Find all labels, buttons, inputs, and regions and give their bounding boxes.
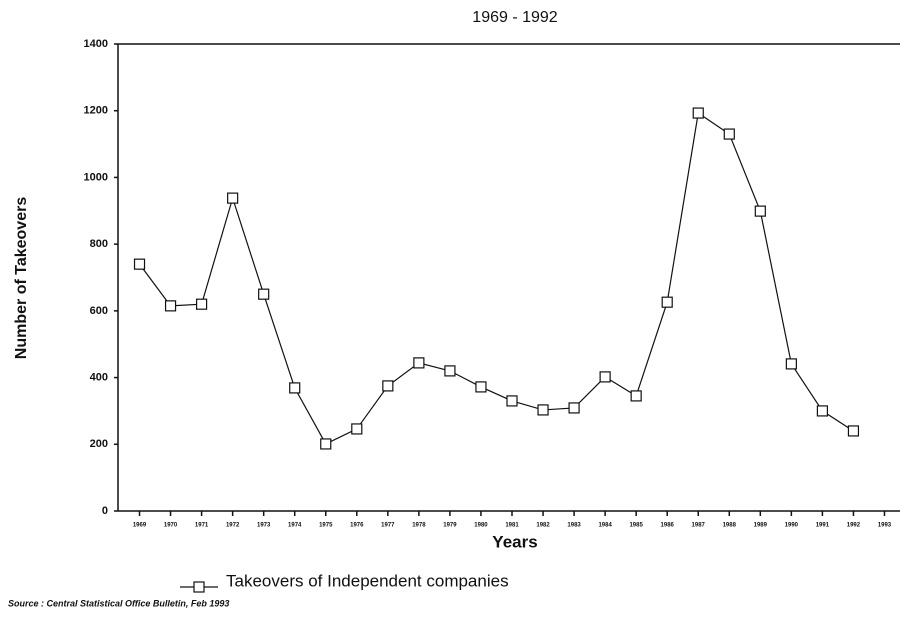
point-marker [164, 300, 177, 312]
x-tick-label: 1974 [288, 523, 302, 529]
point-marker [785, 358, 797, 370]
point-marker [196, 298, 208, 310]
x-axis-label: Years [492, 532, 537, 551]
x-tick-label: 1991 [816, 523, 830, 529]
point-marker [816, 405, 829, 417]
x-tick-label: 1992 [847, 523, 861, 529]
point-marker [599, 371, 611, 383]
x-tick-label: 1984 [598, 523, 612, 529]
point-marker [351, 423, 363, 435]
x-tick-label: 1990 [785, 523, 799, 529]
y-axis-label: Number of Takeovers [13, 197, 30, 360]
y-tick-label: 600 [90, 305, 108, 317]
point-marker [754, 205, 766, 217]
point-marker [133, 258, 146, 270]
x-tick-label: 1971 [195, 523, 209, 529]
y-tick-label: 800 [90, 238, 108, 250]
point-marker [475, 381, 487, 393]
point-marker [537, 404, 549, 416]
x-tick-label: 1981 [505, 523, 519, 529]
x-tick-label: 1989 [754, 523, 768, 529]
point-marker [723, 128, 735, 140]
y-tick-label: 1200 [84, 105, 108, 117]
x-tick-label: 1972 [226, 523, 240, 529]
series-line [139, 112, 854, 445]
x-tick-label: 1986 [661, 523, 675, 529]
x-tick-label: 1979 [443, 523, 457, 529]
point-marker [413, 357, 425, 369]
x-tick-label: 1970 [164, 523, 178, 529]
point-marker [258, 288, 270, 300]
point-marker [320, 438, 332, 450]
point-marker [444, 365, 456, 377]
x-tick-label: 1985 [629, 523, 643, 529]
x-tick-label: 1969 [133, 523, 147, 529]
point-marker [289, 382, 301, 394]
x-tick-label: 1977 [381, 523, 395, 529]
point-marker [382, 380, 394, 392]
x-tick-label: 1975 [319, 523, 333, 529]
point-marker [661, 296, 673, 308]
point-marker [630, 390, 642, 402]
legend-marker [193, 581, 205, 593]
x-tick-label: 1978 [412, 523, 426, 529]
source-note: Source : Central Statistical Office Bull… [8, 598, 229, 608]
legend-label: Takeovers of Independent companies [226, 571, 509, 590]
chart-title: 1969 - 1992 [472, 9, 558, 26]
y-tick-label: 200 [90, 438, 108, 450]
x-tick-label: 1983 [567, 523, 581, 529]
point-marker [692, 107, 704, 119]
x-tick-label: 1988 [723, 523, 737, 529]
x-tick-label: 1987 [692, 523, 706, 529]
y-tick-label: 1000 [84, 171, 108, 183]
point-marker [847, 425, 860, 437]
point-marker [227, 192, 239, 204]
x-tick-label: 1980 [474, 523, 488, 529]
x-tick-label: 1982 [536, 523, 550, 529]
point-marker [506, 395, 518, 407]
x-tick-label: 1973 [257, 523, 271, 529]
y-tick-label: 400 [90, 371, 108, 383]
x-tick-label: 1993 [878, 523, 892, 529]
y-tick-label: 1400 [84, 38, 108, 50]
point-marker [568, 402, 580, 414]
x-tick-label: 1976 [350, 523, 364, 529]
y-tick-label: 0 [102, 505, 108, 517]
